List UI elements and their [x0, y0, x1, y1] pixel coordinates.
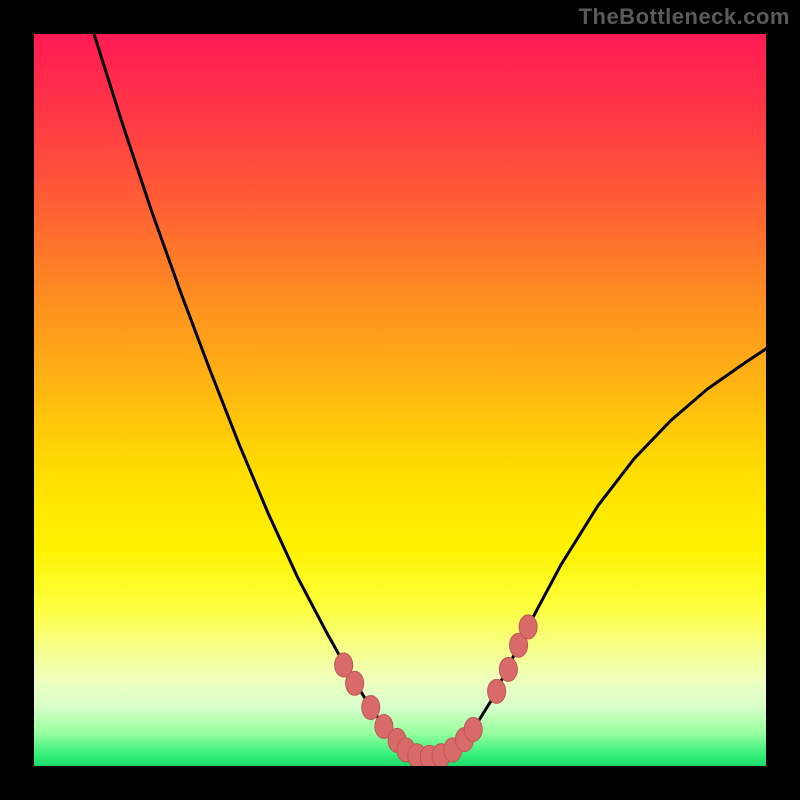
bottleneck-curve: [94, 34, 766, 757]
watermark-text: TheBottleneck.com: [579, 4, 790, 30]
data-marker: [488, 679, 506, 703]
chart-plot-area: [34, 34, 766, 766]
chart-curve-layer: [34, 34, 766, 766]
data-marker: [519, 615, 537, 639]
data-marker: [499, 657, 517, 681]
marker-group: [335, 615, 537, 766]
data-marker: [464, 717, 482, 741]
data-marker: [362, 695, 380, 719]
data-marker: [346, 671, 364, 695]
